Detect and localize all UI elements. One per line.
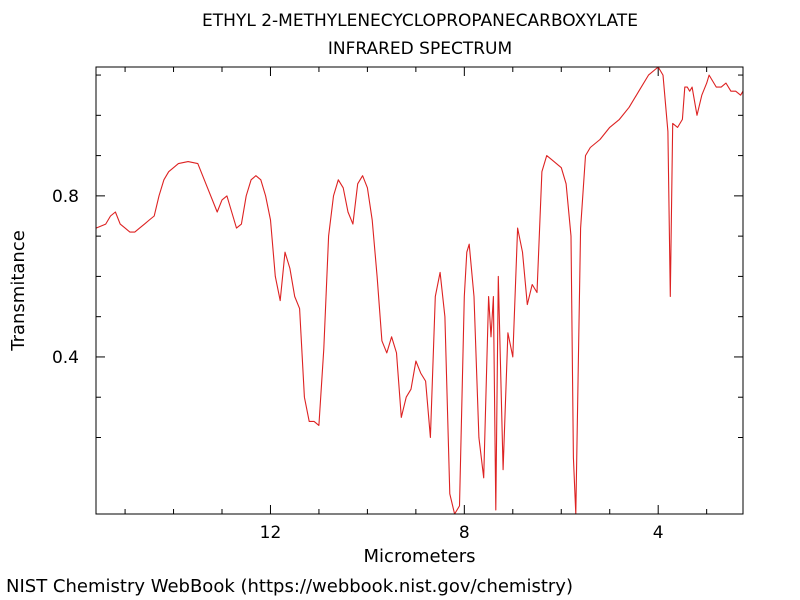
spectrum-line bbox=[95, 66, 744, 515]
chart-subtitle: INFRARED SPECTRUM bbox=[327, 39, 513, 59]
x-tick-label: 8 bbox=[459, 523, 470, 543]
tick-labels: 12 8 4 0.4 0.8 bbox=[52, 187, 664, 543]
x-tick-label: 4 bbox=[653, 523, 664, 543]
y-tick-label: 0.4 bbox=[52, 348, 79, 368]
x-tick-label: 12 bbox=[260, 523, 282, 543]
chart-title: ETHYL 2-METHYLENECYCLOPROPANECARBOXYLATE bbox=[202, 11, 638, 31]
source-footer: NIST Chemistry WebBook (https://webbook.… bbox=[6, 576, 573, 597]
x-axis-label: Micrometers bbox=[364, 546, 476, 567]
y-axis-label: Transmitance bbox=[8, 230, 29, 352]
plot-frame bbox=[95, 66, 744, 515]
axis-ticks bbox=[96, 67, 743, 514]
y-tick-label: 0.8 bbox=[52, 187, 79, 207]
